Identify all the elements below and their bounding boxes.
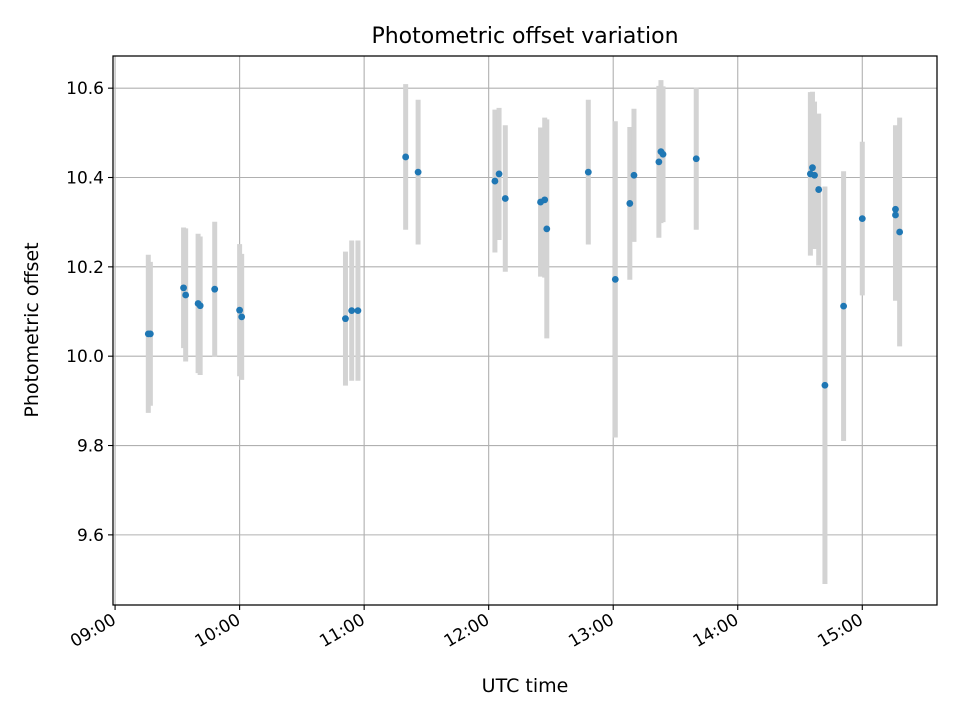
- x-axis-label: UTC time: [482, 675, 569, 697]
- data-points: [144, 148, 904, 389]
- y-tick-label: 10.2: [66, 258, 104, 278]
- data-point: [495, 170, 503, 178]
- data-point: [182, 291, 190, 299]
- data-point: [659, 150, 667, 158]
- data-point: [236, 306, 244, 314]
- data-point: [541, 196, 549, 204]
- data-point: [858, 215, 866, 223]
- data-point: [892, 205, 899, 213]
- data-point: [196, 302, 204, 310]
- y-axis-label: Photometric offset: [21, 242, 43, 417]
- data-point: [692, 155, 700, 163]
- data-point: [211, 285, 219, 293]
- data-point: [840, 302, 847, 310]
- y-tick-label: 9.6: [77, 526, 104, 546]
- y-tick-label: 10.6: [66, 79, 104, 99]
- data-point: [354, 307, 362, 315]
- data-point: [414, 168, 422, 176]
- y-tick-label: 10.4: [66, 169, 104, 189]
- data-point: [630, 171, 638, 179]
- data-point: [342, 315, 349, 323]
- data-point: [655, 158, 663, 166]
- data-point: [180, 284, 187, 292]
- data-point: [238, 313, 246, 321]
- data-point: [892, 211, 899, 219]
- data-point: [348, 307, 356, 315]
- data-point: [815, 186, 823, 193]
- data-point: [611, 275, 619, 283]
- data-point: [821, 381, 829, 389]
- y-axis: 9.6 9.8 10.0 10.2 10.4 10.6: [66, 79, 113, 546]
- data-point: [146, 330, 154, 338]
- plot-frame: [112, 55, 938, 606]
- data-point: [896, 228, 904, 236]
- data-point: [626, 200, 634, 207]
- data-point: [809, 164, 816, 172]
- data-point: [543, 225, 551, 233]
- data-point: [402, 153, 410, 161]
- data-point: [491, 177, 499, 185]
- data-point: [811, 171, 818, 179]
- y-tick-label: 10.0: [66, 347, 104, 367]
- data-point: [501, 195, 509, 202]
- data-point: [584, 168, 592, 176]
- chart-title: Photometric offset variation: [371, 24, 678, 49]
- y-tick-label: 9.8: [77, 437, 104, 457]
